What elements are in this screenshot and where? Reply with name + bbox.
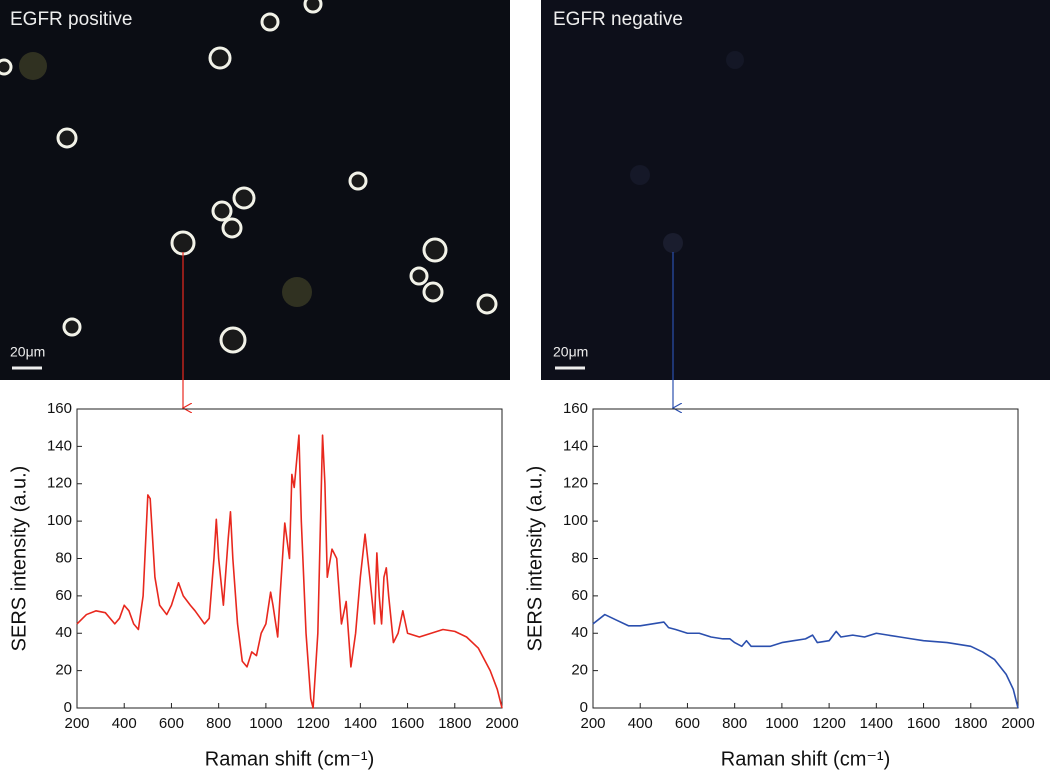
x-tick-label: 200 xyxy=(580,715,605,732)
x-tick-label: 600 xyxy=(675,715,700,732)
panel-label: EGFR positive xyxy=(10,9,132,30)
scale-bar-label: 20μm xyxy=(10,344,45,360)
y-tick-label: 80 xyxy=(571,549,588,566)
x-tick-label: 1800 xyxy=(954,715,987,732)
micrograph-negative: EGFR negative 20μm xyxy=(541,0,1050,380)
x-tick-label: 1000 xyxy=(765,715,798,732)
x-tick-label: 1200 xyxy=(296,715,329,732)
x-tick-label: 400 xyxy=(112,715,137,732)
x-tick-label: 1400 xyxy=(344,715,377,732)
y-tick-label: 140 xyxy=(563,437,588,454)
x-tick-label: 1600 xyxy=(907,715,940,732)
scale-bar-label: 20μm xyxy=(553,344,588,360)
y-tick-label: 100 xyxy=(563,512,588,529)
y-tick-label: 40 xyxy=(55,624,72,641)
x-axis-label: Raman shift (cm⁻¹) xyxy=(205,748,374,770)
y-tick-label: 60 xyxy=(55,587,72,604)
y-axis-label: SERS intensity (a.u.) xyxy=(524,466,546,652)
x-tick-label: 2000 xyxy=(1001,715,1034,732)
spectrum-line xyxy=(76,434,503,709)
y-tick-label: 80 xyxy=(55,549,72,566)
chart: 0 20 40 60 80 100 120 140 160 200 400 600 800 1000 120… xyxy=(524,400,1034,770)
plot-frame xyxy=(592,408,1019,709)
x-tick-label: 1400 xyxy=(860,715,893,732)
panel-label: EGFR negative xyxy=(553,9,683,30)
y-tick-label: 120 xyxy=(563,475,588,492)
x-tick-label: 600 xyxy=(159,715,184,732)
y-tick-label: 120 xyxy=(47,475,72,492)
x-tick-label: 200 xyxy=(64,715,89,732)
chart: 0 20 40 60 80 100 120 140 160 200 400 600 800 1000 120… xyxy=(8,400,518,770)
y-tick-label: 160 xyxy=(563,400,588,417)
x-axis-label: Raman shift (cm⁻¹) xyxy=(721,748,890,770)
x-tick-label: 1200 xyxy=(812,715,845,732)
y-tick-label: 0 xyxy=(64,699,72,716)
y-tick-label: 100 xyxy=(47,512,72,529)
y-tick-label: 20 xyxy=(55,662,72,679)
spectrum-line xyxy=(592,613,1019,709)
y-tick-label: 140 xyxy=(47,437,72,454)
y-tick-label: 160 xyxy=(47,400,72,417)
micrograph-positive: EGFR positive 20μm xyxy=(0,0,510,380)
x-tick-label: 1600 xyxy=(391,715,424,732)
y-tick-label: 60 xyxy=(571,587,588,604)
x-tick-label: 800 xyxy=(206,715,231,732)
x-tick-label: 1800 xyxy=(438,715,471,732)
x-tick-label: 1000 xyxy=(249,715,282,732)
x-tick-label: 400 xyxy=(628,715,653,732)
y-tick-label: 40 xyxy=(571,624,588,641)
x-tick-label: 800 xyxy=(722,715,747,732)
y-tick-label: 20 xyxy=(571,662,588,679)
y-tick-label: 0 xyxy=(580,699,588,716)
x-tick-label: 2000 xyxy=(485,715,518,732)
y-axis-label: SERS intensity (a.u.) xyxy=(8,466,30,652)
